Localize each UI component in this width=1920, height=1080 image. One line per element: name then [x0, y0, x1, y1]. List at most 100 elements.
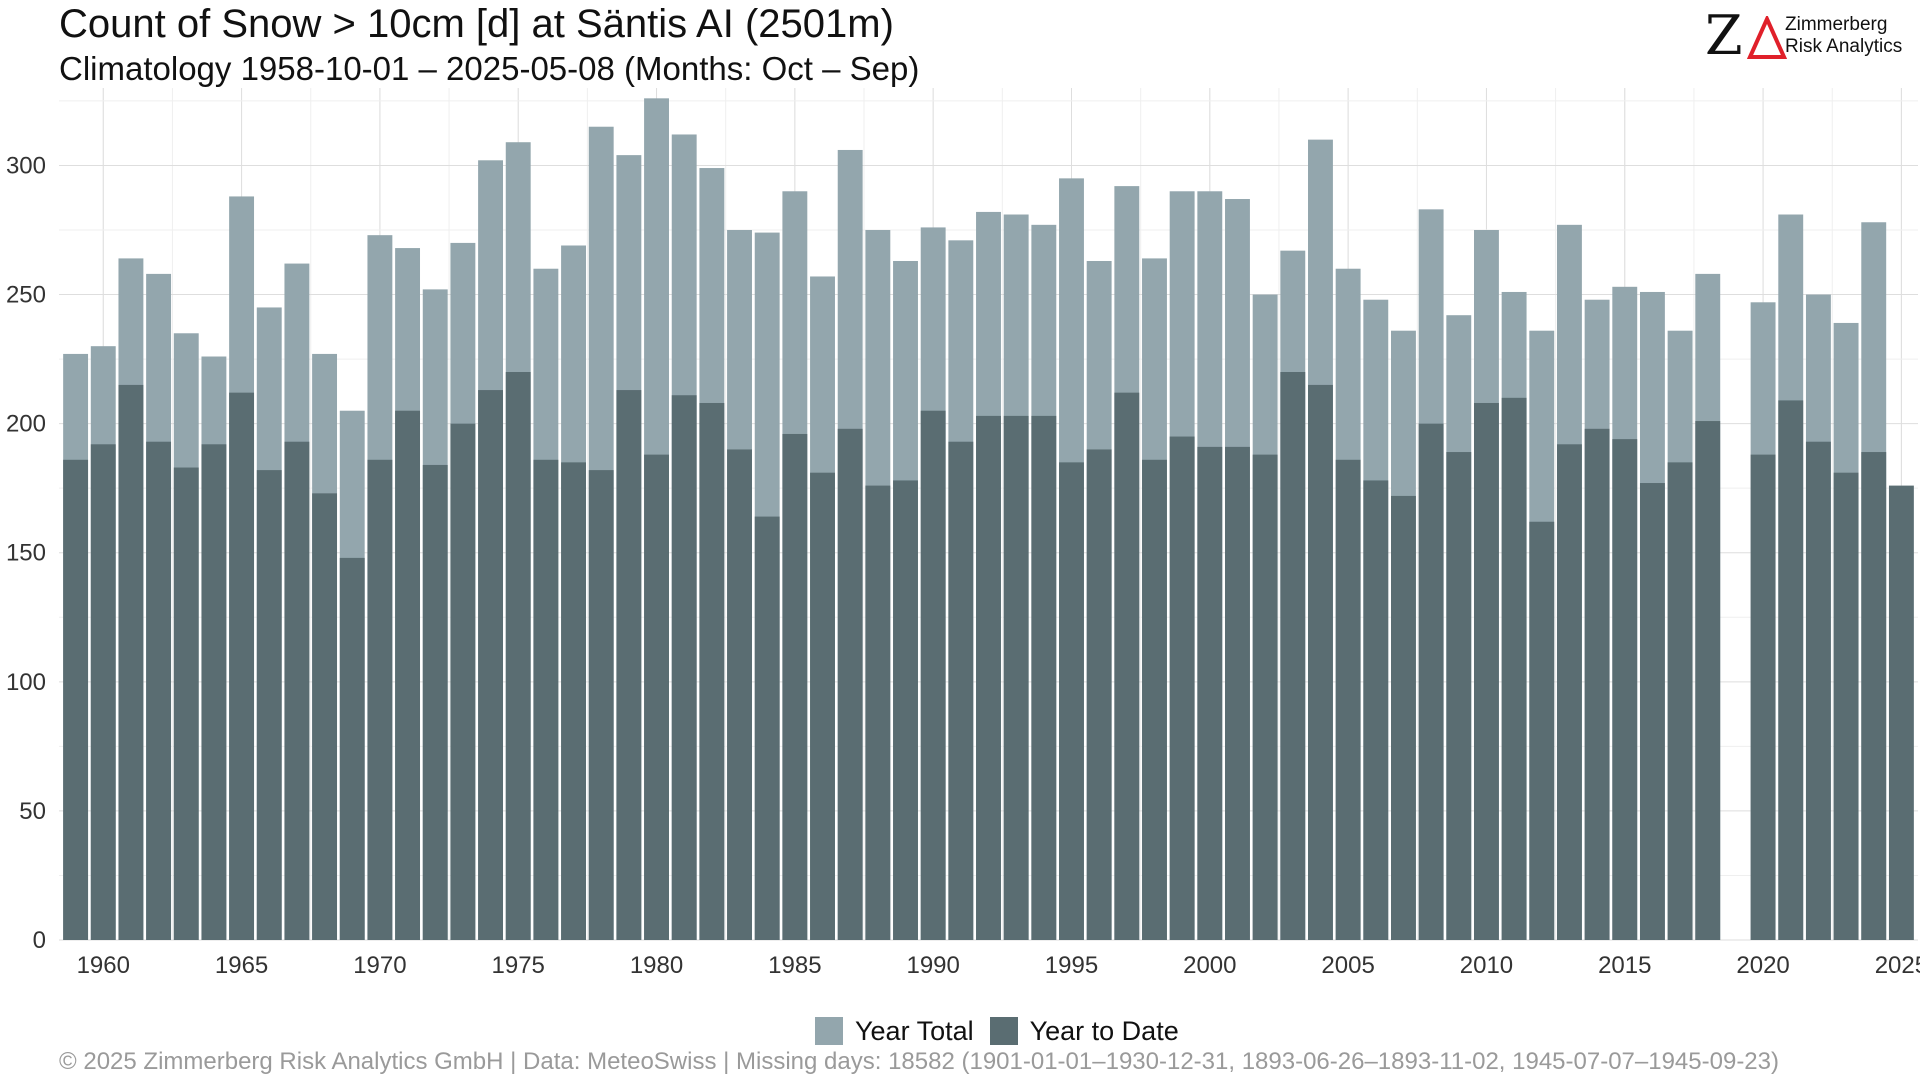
x-tick-label: 2005	[1321, 952, 1374, 979]
logo-text: Zimmerberg Risk Analytics	[1785, 14, 1902, 58]
bar-year-to-date	[1529, 521, 1555, 940]
x-tick-label: 2000	[1183, 952, 1236, 979]
bar-year-to-date	[1280, 372, 1306, 940]
x-tick-label: 1990	[906, 952, 959, 979]
x-tick-label: 1975	[492, 952, 545, 979]
chart-caption: © 2025 Zimmerberg Risk Analytics GmbH | …	[59, 1048, 1779, 1075]
bar-year-to-date	[505, 372, 531, 940]
bar-year-to-date	[1750, 454, 1776, 940]
bar-year-to-date	[1003, 415, 1029, 941]
bar-year-to-date	[1805, 441, 1831, 940]
legend-item-year-to-date: Year to Date	[989, 1015, 1179, 1047]
x-tick-label: 2025	[1875, 952, 1920, 979]
bar-year-to-date	[699, 402, 725, 940]
bar-year-to-date	[1225, 446, 1250, 940]
bar-year-to-date	[1667, 462, 1693, 940]
bar-year-to-date	[616, 390, 642, 940]
bar-year-to-date	[782, 433, 808, 940]
bar-year-to-date	[1335, 459, 1361, 940]
bar-year-to-date	[312, 493, 338, 940]
bar-year-to-date	[1197, 446, 1223, 940]
bar-year-to-date	[1584, 428, 1610, 940]
x-tick-label: 1995	[1045, 952, 1098, 979]
x-tick-label: 1985	[768, 952, 821, 979]
bar-year-to-date	[1059, 462, 1084, 940]
bar-year-to-date	[173, 467, 199, 940]
bar-year-to-date	[1833, 472, 1859, 940]
bar-year-to-date	[948, 441, 974, 940]
x-tick-label: 1960	[77, 952, 130, 979]
x-tick-label: 1980	[630, 952, 683, 979]
bar-year-to-date	[1446, 452, 1472, 940]
y-tick-label: 150	[6, 540, 46, 567]
legend-item-year-total: Year Total	[815, 1016, 974, 1047]
bar-year-to-date	[395, 410, 421, 940]
bar-year-to-date	[1695, 421, 1721, 940]
bar-year-to-date	[1252, 454, 1278, 940]
x-axis-labels: 1960 1965 1970 1975 1980 1985 1990 1995 2000 2005…	[77, 952, 1920, 979]
bar-year-to-date	[1391, 495, 1416, 940]
bar-year-to-date	[1308, 384, 1333, 941]
bar-year-to-date	[644, 454, 669, 940]
logo-delta-icon	[1747, 16, 1787, 59]
bar-year-to-date	[893, 480, 918, 940]
bar-year-to-date	[865, 485, 891, 940]
bar-year-to-date	[671, 395, 697, 941]
bar-year-to-date	[367, 459, 393, 940]
legend-swatch-year-total	[815, 1017, 843, 1045]
bar-year-to-date	[339, 557, 365, 940]
bar-year-to-date	[450, 423, 476, 940]
bar-year-to-date	[837, 428, 863, 940]
bar-year-to-date	[90, 444, 116, 940]
logo-z-mark: Z	[1705, 4, 1743, 67]
logo-line2: Risk Analytics	[1785, 36, 1903, 57]
bar-year-to-date	[976, 415, 1001, 941]
legend-swatch-year-to-date	[989, 1017, 1018, 1045]
legend-label-year-to-date: Year to Date	[1029, 1015, 1179, 1046]
bar-year-to-date	[1556, 444, 1582, 940]
bar-year-to-date	[256, 470, 282, 940]
bar-year-to-date	[754, 516, 780, 940]
bar-year-to-date	[920, 410, 946, 940]
bar-year-to-date	[1888, 485, 1914, 940]
bar-year-to-date	[588, 470, 614, 940]
y-tick-label: 300	[6, 152, 46, 179]
y-tick-label: 100	[6, 669, 46, 696]
bar-year-to-date	[63, 459, 89, 940]
bar-year-to-date	[1861, 452, 1887, 940]
bar-year-to-date	[810, 472, 835, 940]
x-tick-label: 2015	[1598, 952, 1651, 979]
bar-year-to-date	[561, 462, 586, 940]
x-tick-label: 1965	[215, 952, 268, 979]
y-tick-label: 0	[33, 927, 46, 954]
bar-year-to-date	[1363, 480, 1389, 940]
bar-year-to-date	[1418, 423, 1444, 940]
bar-year-to-date	[1169, 436, 1195, 940]
chart-legend: Year Total Year to Date	[815, 1013, 1185, 1049]
bar-year-to-date	[146, 441, 172, 940]
bar-year-to-date	[533, 459, 559, 940]
x-tick-label: 2020	[1736, 952, 1789, 979]
bar-year-to-date	[1142, 459, 1167, 940]
x-tick-label: 2010	[1460, 952, 1513, 979]
bar-year-to-date	[1639, 483, 1665, 940]
bar-year-to-date	[1114, 392, 1140, 940]
bar-year-to-date	[1501, 397, 1527, 940]
bar-year-to-date	[284, 441, 310, 940]
legend-label-year-total: Year Total	[855, 1015, 974, 1046]
chart-subtitle: Climatology 1958-10-01 – 2025-05-08 (Mon…	[59, 50, 920, 87]
y-tick-label: 200	[6, 411, 46, 438]
bar-year-to-date	[201, 444, 227, 940]
bar-year-to-date	[118, 384, 144, 941]
bar-year-to-date	[727, 449, 752, 940]
chart-title: Count of Snow > 10cm [d] at Säntis AI (2…	[59, 2, 894, 46]
y-tick-label: 250	[6, 282, 46, 309]
bar-year-to-date	[422, 464, 448, 940]
bar-year-to-date	[1778, 400, 1804, 940]
x-tick-label: 1970	[353, 952, 406, 979]
bar-year-to-date	[1086, 449, 1112, 940]
bar-year-to-date	[1612, 439, 1638, 940]
bar-year-to-date	[229, 392, 255, 940]
